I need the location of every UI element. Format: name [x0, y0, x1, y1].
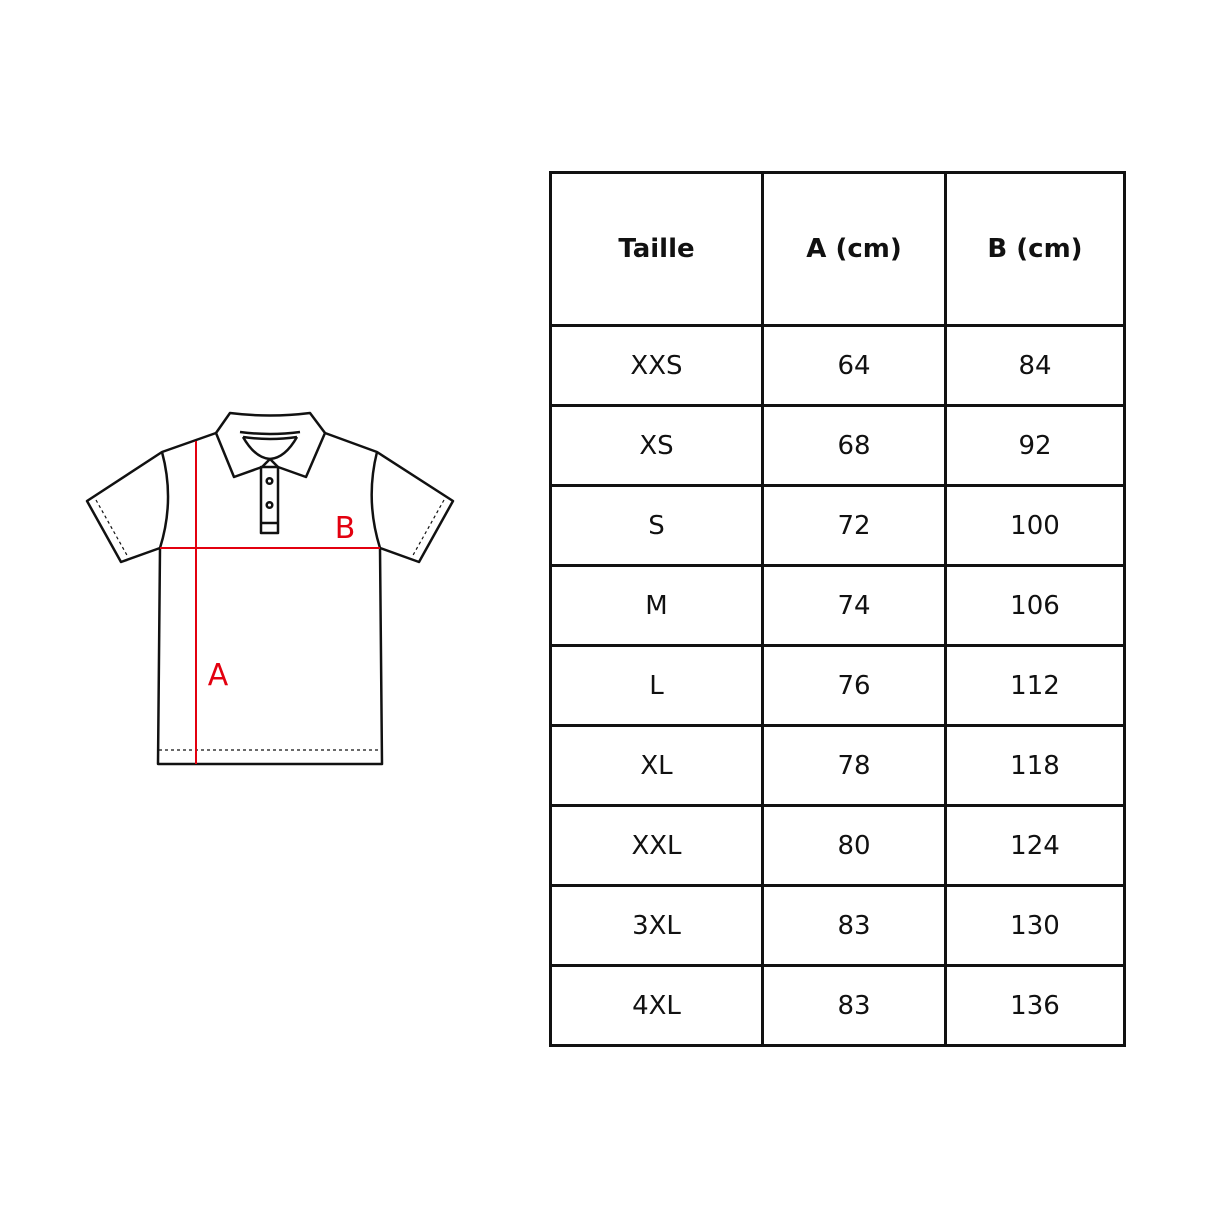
table-row: XXL 80 124 — [549, 804, 1126, 887]
size-cell: XS — [549, 404, 764, 487]
b-cell: 124 — [944, 804, 1126, 887]
table-row: XS 68 92 — [549, 404, 1126, 487]
table-row: XXS 64 84 — [549, 324, 1126, 407]
header-b: B (cm) — [944, 171, 1126, 327]
a-cell: 83 — [761, 964, 947, 1047]
stitch-lines — [95, 499, 445, 751]
size-cell: L — [549, 644, 764, 727]
b-cell: 92 — [944, 404, 1126, 487]
table-row: M 74 106 — [549, 564, 1126, 647]
table-row: XL 78 118 — [549, 724, 1126, 807]
a-cell: 80 — [761, 804, 947, 887]
table-row: L 76 112 — [549, 644, 1126, 727]
b-cell: 84 — [944, 324, 1126, 407]
table-row: S 72 100 — [549, 484, 1126, 567]
table-header-row: Taille A (cm) B (cm) — [549, 171, 1126, 327]
a-cell: 76 — [761, 644, 947, 727]
b-cell: 130 — [944, 884, 1126, 967]
b-cell: 112 — [944, 644, 1126, 727]
shirt-outline — [85, 411, 455, 766]
label-a: A — [208, 658, 229, 693]
size-cell: 3XL — [549, 884, 764, 967]
table-row: 4XL 83 136 — [549, 964, 1126, 1047]
header-size: Taille — [549, 171, 764, 327]
a-cell: 78 — [761, 724, 947, 807]
a-cell: 68 — [761, 404, 947, 487]
a-cell: 72 — [761, 484, 947, 567]
b-cell: 100 — [944, 484, 1126, 567]
size-cell: XXL — [549, 804, 764, 887]
a-cell: 74 — [761, 564, 947, 647]
table-row: 3XL 83 130 — [549, 884, 1126, 967]
size-cell: S — [549, 484, 764, 567]
size-cell: XXS — [549, 324, 764, 407]
size-cell: XL — [549, 724, 764, 807]
b-cell: 136 — [944, 964, 1126, 1047]
size-cell: 4XL — [549, 964, 764, 1047]
a-cell: 83 — [761, 884, 947, 967]
label-b: B — [335, 511, 356, 546]
b-cell: 118 — [944, 724, 1126, 807]
size-table: Taille A (cm) B (cm) XXS 64 84 XS 68 92 S 72 100… — [549, 171, 1126, 1047]
header-a: A (cm) — [761, 171, 947, 327]
b-cell: 106 — [944, 564, 1126, 647]
a-cell: 64 — [761, 324, 947, 407]
size-cell: M — [549, 564, 764, 647]
